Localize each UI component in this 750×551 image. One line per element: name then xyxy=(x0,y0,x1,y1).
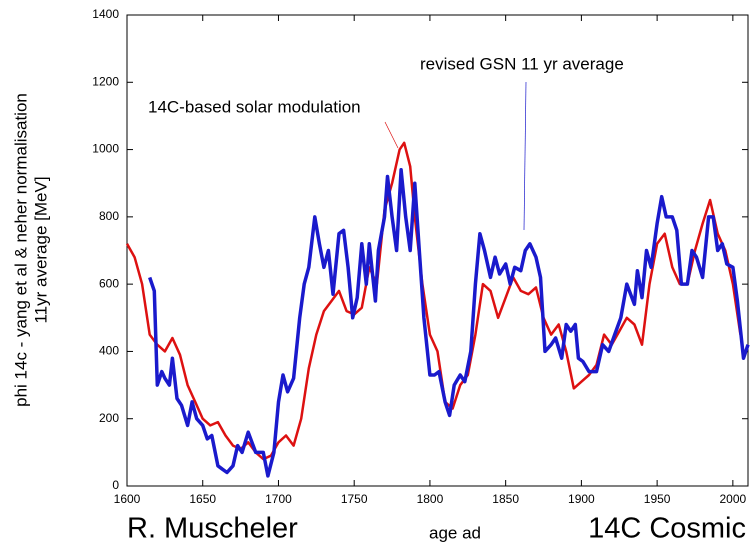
y-tick-label: 0 xyxy=(112,478,119,492)
y-tick-label: 1000 xyxy=(92,142,119,156)
x-tick-label: 1800 xyxy=(417,492,444,506)
y-axis-label: 11yr average [MeV] xyxy=(31,176,50,323)
annotation-leader xyxy=(523,81,527,231)
y-axis-label: phi 14c - yang et al & neher normalisati… xyxy=(11,93,30,407)
x-tick-label: 2000 xyxy=(720,492,747,506)
x-tick-label: 1650 xyxy=(189,492,216,506)
x-tick-label: 1900 xyxy=(568,492,595,506)
x-tick-label: 1700 xyxy=(265,492,292,506)
plot-frame xyxy=(126,14,749,487)
footer-left: R. Muscheler xyxy=(127,513,298,545)
annotation: revised GSN 11 yr average xyxy=(420,54,624,73)
x-tick-label: 1950 xyxy=(644,492,671,506)
y-tick-label: 400 xyxy=(99,344,119,358)
annotation-leader xyxy=(384,121,399,149)
y-tick-label: 800 xyxy=(99,209,119,223)
y-tick-label: 1200 xyxy=(92,74,119,88)
y-tick-label: 1400 xyxy=(92,7,119,21)
x-axis-label: age ad xyxy=(429,523,481,542)
x-tick-label: 1600 xyxy=(114,492,141,506)
data-line xyxy=(125,141,742,461)
footer-right: 14C Cosmic xyxy=(588,513,746,545)
data-line xyxy=(148,168,750,478)
y-tick-label: 600 xyxy=(99,276,119,290)
y-tick-label: 200 xyxy=(99,411,119,425)
annotation: 14C-based solar modulation xyxy=(148,97,361,116)
x-tick-label: 1750 xyxy=(341,492,368,506)
x-tick-label: 1850 xyxy=(492,492,519,506)
